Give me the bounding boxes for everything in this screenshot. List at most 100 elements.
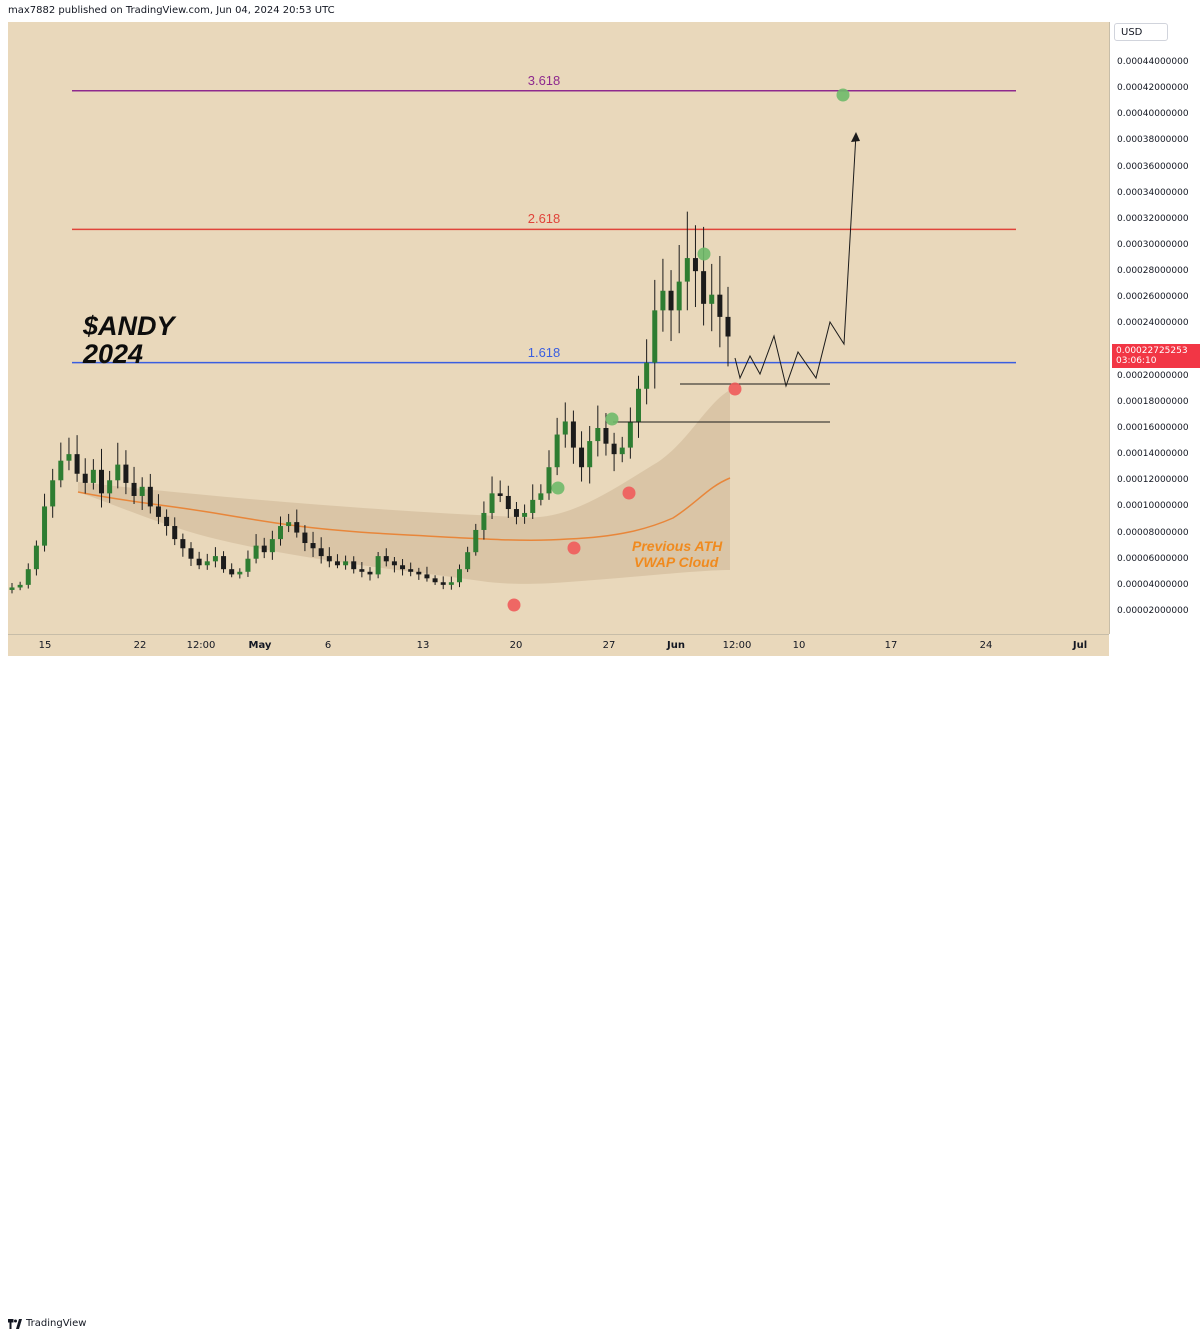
candle-body — [147, 486, 153, 507]
time-tick: May — [248, 640, 272, 651]
candle-body — [261, 545, 267, 553]
fib-label-3618: 3.618 — [527, 72, 561, 88]
candle-body — [375, 556, 381, 575]
red-marker — [728, 382, 742, 396]
candle-body — [416, 571, 422, 575]
candle-body — [457, 569, 462, 583]
candle-body — [717, 294, 723, 317]
time-tick: 20 — [509, 640, 523, 651]
candle-body — [432, 578, 438, 583]
projection-arrowhead — [851, 132, 860, 142]
candle-body — [294, 522, 300, 533]
price-tick: 0.00042000000 — [1117, 83, 1189, 94]
candle-body — [465, 552, 471, 570]
vwap-annotation: Previous ATH VWAP Cloud — [632, 538, 722, 570]
candle-body — [644, 362, 650, 389]
candle-body — [212, 556, 218, 562]
candle-body — [172, 526, 178, 540]
candle-body — [595, 428, 601, 442]
price-tick: 0.00038000000 — [1117, 135, 1189, 146]
candle-body — [155, 506, 161, 517]
price-tick: 0.00020000000 — [1117, 370, 1189, 381]
price-tick: 0.00012000000 — [1117, 475, 1189, 486]
currency-selector[interactable]: USD — [1114, 23, 1168, 41]
vwap-cloud — [78, 390, 730, 584]
candle-body — [180, 539, 186, 549]
candle-body — [278, 526, 283, 540]
candle-body — [66, 454, 72, 461]
footer-bar: TradingView — [0, 656, 1200, 1329]
candle-body — [237, 571, 243, 575]
candle-body — [139, 486, 145, 496]
brand-label: TradingView — [26, 1318, 87, 1329]
chart-title: $ANDY 2024 — [83, 312, 175, 368]
time-tick: 12:00 — [186, 640, 216, 651]
candles — [9, 211, 731, 594]
time-tick: 13 — [416, 640, 430, 651]
time-tick: 15 — [38, 640, 52, 651]
candle-body — [408, 569, 414, 572]
candle-body — [725, 316, 731, 337]
candle-body — [229, 569, 235, 575]
red-marker — [507, 598, 521, 612]
tradingview-brand[interactable]: TradingView — [8, 1318, 86, 1329]
candle-body — [359, 569, 365, 572]
candle-body — [481, 512, 487, 530]
candle-body — [318, 548, 324, 557]
candle-body — [676, 281, 682, 311]
candle-body — [326, 556, 332, 562]
candle-body — [400, 565, 406, 570]
candle-body — [554, 434, 560, 468]
price-tick: 0.00006000000 — [1117, 553, 1189, 564]
candle-body — [164, 516, 170, 527]
candle-body — [58, 460, 64, 481]
candle-body — [636, 388, 641, 422]
candle-body — [33, 545, 39, 570]
candle-body — [424, 574, 430, 579]
candle-body — [522, 512, 528, 517]
candle-body — [579, 447, 585, 468]
price-tick: 0.00034000000 — [1117, 187, 1189, 198]
candle-body — [123, 464, 129, 483]
price-tick: 0.00030000000 — [1117, 240, 1189, 250]
fib-levels — [72, 90, 1016, 364]
red-marker — [622, 486, 636, 500]
candle-body — [652, 310, 658, 363]
time-tick: 12:00 — [722, 640, 752, 651]
candle-body — [701, 271, 707, 304]
current-price-tag: 0.00022725253 03:06:10 — [1112, 344, 1200, 368]
candle-body — [668, 290, 674, 311]
green-marker — [605, 412, 619, 426]
price-scale[interactable] — [1109, 22, 1200, 634]
price-chart[interactable] — [8, 22, 1109, 634]
candle-body — [302, 532, 308, 544]
candle-body — [440, 582, 446, 585]
price-tick: 0.00026000000 — [1117, 292, 1189, 303]
vwap-note-line1: Previous ATH — [632, 538, 723, 554]
candle-body — [391, 561, 397, 566]
candle-body — [587, 441, 593, 468]
candle-body — [9, 587, 15, 590]
candle-body — [497, 493, 503, 496]
candle-body — [546, 467, 552, 494]
candle-body — [351, 561, 357, 570]
markers — [507, 88, 850, 612]
candle-body — [82, 473, 88, 483]
fib-label-1618: 1.618 — [527, 344, 561, 360]
candle-body — [489, 493, 495, 513]
candle-body — [570, 421, 576, 448]
bar-countdown: 03:06:10 — [1116, 356, 1157, 366]
candle-body — [334, 561, 340, 566]
time-axis[interactable] — [8, 634, 1109, 657]
candle-body — [660, 290, 666, 311]
time-tick: 27 — [602, 640, 616, 651]
candle-body — [286, 522, 292, 527]
candle-body — [269, 539, 275, 553]
candle-body — [204, 561, 210, 566]
vwap-line-path — [77, 477, 731, 541]
candle-body — [473, 529, 479, 553]
title-year: 2024 — [83, 339, 144, 369]
candle-body — [196, 558, 202, 566]
candle-body — [505, 495, 511, 510]
candle-body — [221, 556, 227, 570]
